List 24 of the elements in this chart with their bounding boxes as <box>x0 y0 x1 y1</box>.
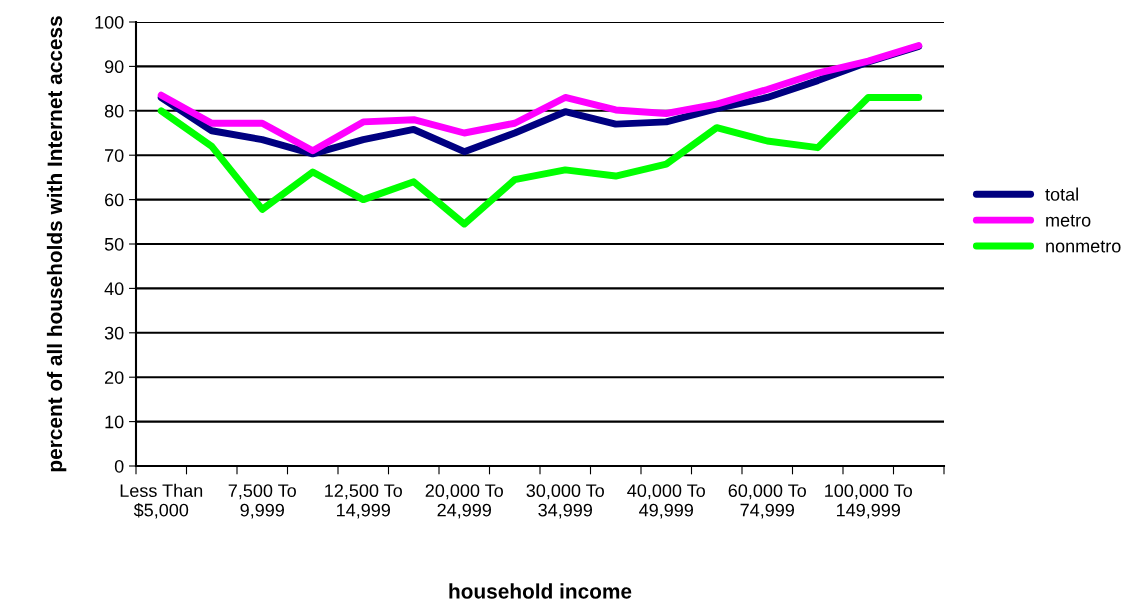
x-tick-label: Less Than $5,000 <box>120 483 203 519</box>
x-tick-label: 20,000 To 24,999 <box>425 484 503 519</box>
legend-label: total <box>1045 187 1078 201</box>
y-tick-label: 70 <box>105 149 124 162</box>
x-tick-label: 100,000 To 149,999 <box>825 484 913 519</box>
x-tick-label: 30,000 To 34,999 <box>526 484 604 519</box>
x-tick-label: 12,500 To 14,999 <box>325 484 402 519</box>
x-tick-label: 40,000 To 49,999 <box>627 484 705 519</box>
y-tick-label: 0 <box>114 459 124 473</box>
y-tick-label: 40 <box>104 282 124 296</box>
y-tick-label: 100 <box>95 15 124 29</box>
x-axis-title: household income <box>449 583 632 599</box>
y-tick-label: 80 <box>104 104 124 118</box>
y-tick-label: 10 <box>105 415 124 429</box>
y-tick-label: 50 <box>104 237 124 251</box>
x-tick-label: 7,500 To 9,999 <box>228 484 296 519</box>
legend-label: metro <box>1046 214 1091 227</box>
y-tick-label: 30 <box>104 326 124 340</box>
y-tick-label: 90 <box>104 60 124 74</box>
x-tick-label: 60,000 To 74,999 <box>728 484 806 519</box>
legend-label: nonmetro <box>1046 240 1121 253</box>
y-axis-title: percent of all households with Internet access <box>46 16 67 472</box>
y-tick-label: 20 <box>105 371 124 384</box>
y-tick-label: 60 <box>105 193 124 207</box>
